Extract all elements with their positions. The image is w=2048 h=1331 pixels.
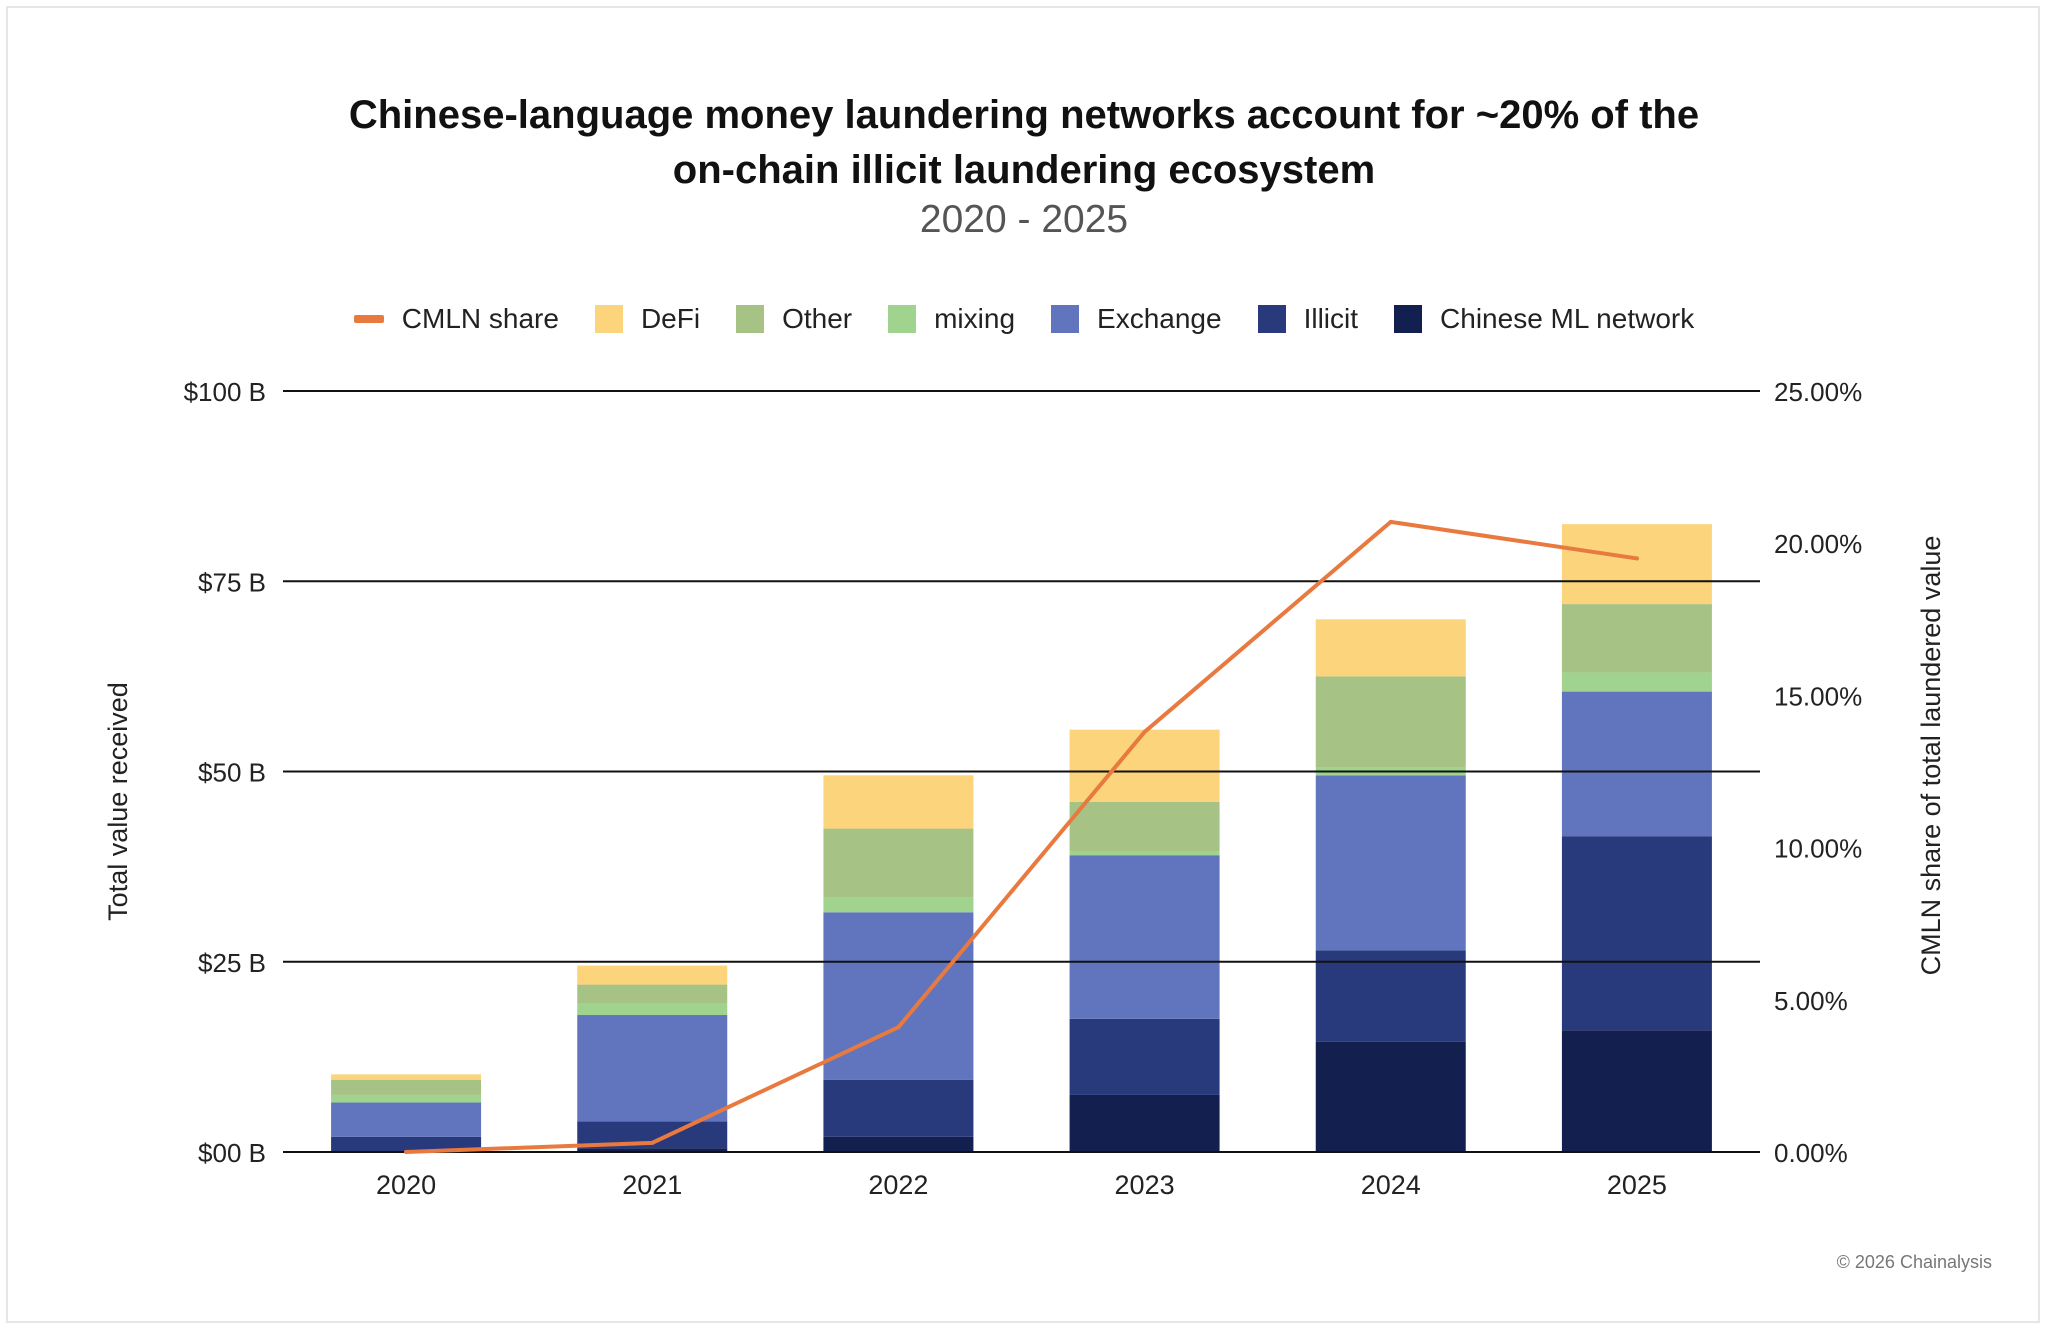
bar-defi-2024: [1315, 619, 1466, 677]
cmln-share-point-2021: [650, 1140, 655, 1145]
bar-chinese-ml-network-2025: [1561, 1030, 1712, 1152]
bar-illicit-2023: [1069, 1018, 1220, 1095]
legend-label: DeFi: [640, 303, 701, 334]
x-tick-label-2020: 2020: [376, 1170, 436, 1200]
title-line-1: Chinese-language money laundering networ…: [348, 93, 1700, 137]
bar-other-2021: [577, 984, 728, 1004]
legend-item-illicit: Illicit: [1257, 303, 1359, 335]
legend-swatch: [353, 315, 384, 323]
legend-item-chinese-ml-network: Chinese ML network: [1394, 303, 1694, 335]
legend-swatch: [1394, 305, 1423, 333]
legend-label: Other: [782, 303, 853, 334]
bar-other-2020: [331, 1079, 482, 1095]
y-axis-label: Total value received: [103, 682, 133, 921]
bar-illicit-2025: [1561, 836, 1712, 1031]
legend-label: Exchange: [1097, 303, 1222, 334]
y2-tick-label: 10.00%: [1774, 834, 1862, 864]
cmln-share-point-2025: [1634, 556, 1639, 561]
bar-illicit-2020: [331, 1136, 482, 1152]
y2-tick-label: 0.00%: [1774, 1138, 1848, 1168]
bar-mixing-2021: [577, 1003, 728, 1016]
bar-other-2024: [1315, 676, 1466, 768]
legend-swatch: [1051, 305, 1080, 333]
legend-label: Chinese ML network: [1440, 303, 1695, 334]
y-tick-label: $00 B: [198, 1138, 266, 1168]
legend-item-mixing: mixing: [888, 303, 1015, 335]
x-tick-label-2023: 2023: [1115, 1170, 1175, 1200]
cmln-share-line: [404, 519, 1639, 1154]
bar-mixing-2022: [823, 897, 974, 913]
bar-defi-2020: [331, 1074, 482, 1080]
bar-other-2023: [1069, 801, 1220, 852]
chart-subtitle: 2020 - 2025: [919, 198, 1129, 241]
bar-illicit-2022: [823, 1079, 974, 1137]
bar-exchange-2024: [1315, 775, 1466, 951]
bar-mixing-2025: [1561, 672, 1712, 692]
legend-label: CMLN share: [401, 303, 559, 334]
bar-chinese-ml-network-2021: [577, 1148, 728, 1152]
legend-item-exchange: Exchange: [1051, 303, 1222, 335]
y-tick-label: $25 B: [198, 948, 266, 978]
bar-exchange-2025: [1561, 691, 1712, 837]
y2-tick-label: 15.00%: [1774, 681, 1862, 711]
cmln-share-point-2024: [1388, 519, 1393, 524]
title-line-2: on-chain illicit laundering ecosystem: [672, 148, 1376, 192]
legend-swatch: [736, 305, 765, 333]
bar-other-2025: [1561, 604, 1712, 673]
legend-swatch: [1257, 305, 1286, 333]
y-tick-label: $75 B: [198, 567, 266, 597]
x-tick-label-2024: 2024: [1361, 1170, 1421, 1200]
bar-exchange-2022: [823, 912, 974, 1080]
chart-title: Chinese-language money laundering networ…: [0, 88, 2048, 198]
bar-chinese-ml-network-2023: [1069, 1094, 1220, 1152]
y-tick-label: $50 B: [198, 758, 266, 788]
legend-label: Illicit: [1303, 303, 1359, 334]
bar-chinese-ml-network-2022: [823, 1136, 974, 1152]
bar-exchange-2021: [577, 1015, 728, 1122]
legend: CMLN share DeFi Other mixing Exchange Illicit…: [0, 303, 2048, 335]
bar-defi-2025: [1561, 524, 1712, 605]
bar-other-2022: [823, 828, 974, 898]
x-tick-label-2022: 2022: [868, 1170, 928, 1200]
y2-tick-label: 5.00%: [1774, 986, 1848, 1016]
bar-exchange-2023: [1069, 855, 1220, 1019]
bar-mixing-2020: [331, 1094, 482, 1103]
cmln-share-point-2020: [404, 1150, 409, 1154]
bar-mixing-2023: [1069, 851, 1220, 856]
copyright-note: © 2026 Chainalysis: [1836, 1252, 1992, 1272]
x-tick-label-2021: 2021: [622, 1170, 682, 1200]
x-tick-label-2025: 2025: [1607, 1170, 1667, 1200]
legend-swatch: [888, 305, 917, 333]
y2-tick-label: 25.00%: [1774, 377, 1862, 407]
legend-swatch: [594, 305, 623, 333]
bar-defi-2022: [823, 775, 974, 829]
legend-label: mixing: [934, 303, 1016, 334]
y-tick-label: $100 B: [184, 377, 266, 407]
bar-chinese-ml-network-2024: [1315, 1041, 1466, 1152]
bar-defi-2021: [577, 965, 728, 985]
legend-item-other: Other: [736, 303, 852, 335]
y2-axis-label: CMLN share of total laundered value: [1916, 536, 1946, 976]
cmln-share-point-2022: [896, 1025, 901, 1030]
legend-item-defi: DeFi: [594, 303, 701, 335]
bar-defi-2023: [1069, 729, 1220, 802]
bar-exchange-2020: [331, 1102, 482, 1137]
bar-illicit-2024: [1315, 950, 1466, 1042]
y2-tick-label: 20.00%: [1774, 529, 1862, 559]
legend-item-cmln-share: CMLN share: [353, 303, 559, 335]
cmln-share-point-2023: [1142, 729, 1147, 734]
